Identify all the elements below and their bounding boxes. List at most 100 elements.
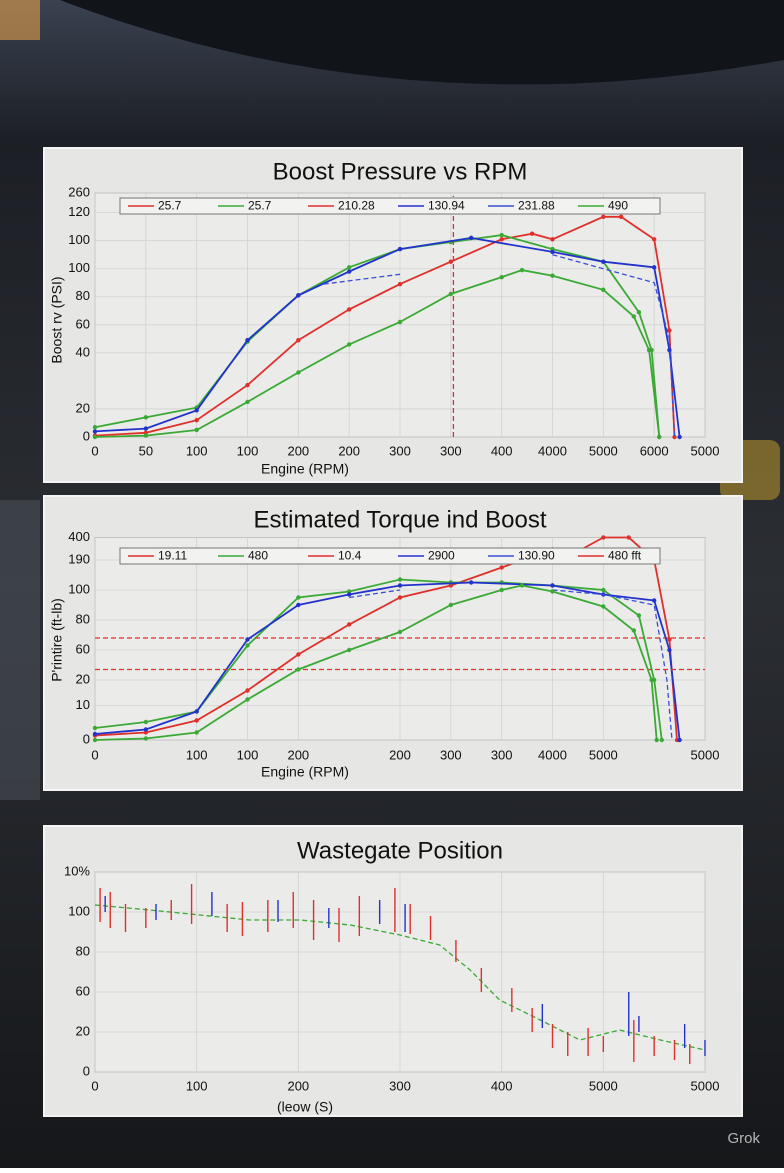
y-tick-label: 80 [76, 943, 90, 958]
x-axis-label: Engine (RPM) [261, 461, 349, 477]
background-part [0, 500, 40, 800]
marker [667, 637, 672, 642]
marker [397, 577, 403, 582]
x-tick-label: 5000 [691, 747, 720, 762]
marker [601, 604, 606, 609]
marker [346, 342, 352, 347]
y-tick-label: 20 [76, 1023, 90, 1038]
x-tick-label: 0 [91, 1078, 98, 1093]
marker [143, 415, 149, 420]
y-tick-label: 0 [83, 1063, 90, 1078]
marker [468, 580, 474, 585]
marker [346, 265, 352, 270]
marker [194, 408, 199, 413]
hood [60, 0, 784, 85]
marker [618, 214, 624, 220]
marker [529, 231, 535, 236]
background-light [0, 0, 40, 40]
marker [143, 727, 149, 732]
series-line [94, 215, 676, 438]
x-tick-label: 100 [186, 1078, 208, 1093]
marker [626, 535, 631, 540]
marker [499, 232, 504, 238]
marker [143, 426, 149, 431]
marker [631, 314, 637, 319]
marker [296, 338, 301, 343]
marker [194, 730, 199, 735]
legend-label: 2900 [428, 549, 455, 563]
x-axis-label: Engine (RPM) [261, 764, 349, 780]
marker [550, 589, 555, 594]
marker [397, 281, 403, 287]
marker [550, 237, 555, 242]
marker [346, 647, 352, 653]
marker [646, 347, 652, 353]
marker [245, 382, 250, 388]
marker [550, 249, 555, 255]
marker [92, 737, 98, 743]
y-tick-label: 10% [64, 863, 90, 878]
marker [601, 259, 606, 264]
legend-label: 130.94 [428, 199, 465, 213]
marker [448, 259, 454, 264]
marker [143, 719, 149, 725]
marker [296, 667, 301, 672]
x-tick-label: 0 [91, 747, 98, 762]
x-axis-label: (leow (S) [277, 1099, 333, 1115]
y-axis-label: Boost rv (PSI) [49, 276, 65, 363]
marker [194, 718, 199, 723]
x-tick-label: 4000 [538, 747, 567, 762]
marker [194, 427, 199, 433]
legend-label: 480 [248, 549, 268, 563]
marker [92, 424, 98, 430]
marker [659, 737, 664, 743]
y-tick-label: 80 [76, 288, 90, 303]
y-tick-label: 0 [83, 428, 90, 443]
legend-label: 10.4 [338, 549, 362, 563]
y-tick-label: 400 [68, 529, 90, 544]
legend [119, 547, 661, 565]
x-tick-label: 100 [237, 747, 259, 762]
y-tick-label: 0 [83, 731, 90, 746]
marker [550, 273, 555, 278]
marker [346, 307, 352, 312]
marker [651, 237, 657, 242]
marker [346, 269, 352, 274]
marker [448, 291, 454, 297]
marker [194, 709, 199, 714]
marker [499, 274, 504, 280]
legend-label: 210.28 [338, 199, 375, 213]
legend-label: 231.88 [518, 199, 555, 213]
series-line [349, 589, 673, 741]
chart-title: Boost Pressure vs RPM [273, 158, 528, 185]
marker [346, 622, 352, 627]
marker [397, 319, 403, 325]
marker [448, 602, 454, 608]
y-tick-label: 100 [68, 232, 90, 247]
y-tick-label: 120 [68, 204, 90, 219]
x-tick-label: 200 [287, 443, 309, 458]
marker [651, 265, 657, 270]
marker [92, 731, 98, 737]
x-tick-label: 5000 [589, 1078, 618, 1093]
marker [296, 652, 301, 657]
marker [672, 434, 677, 440]
watermark: Grok [727, 1130, 760, 1147]
marker [631, 628, 637, 633]
y-tick-label: 60 [76, 983, 90, 998]
y-tick-label: 100 [68, 903, 90, 918]
x-tick-label: 300 [389, 1078, 411, 1093]
x-tick-label: 100 [237, 443, 259, 458]
x-tick-label: 5000 [589, 443, 618, 458]
series-line [323, 254, 676, 438]
x-tick-label: 4000 [538, 443, 567, 458]
marker [636, 309, 642, 315]
marker [499, 565, 504, 570]
x-tick-label: 0 [91, 443, 98, 458]
marker [245, 399, 250, 405]
legend-label: 490 [608, 199, 628, 213]
marker [296, 370, 301, 375]
marker [397, 595, 403, 600]
marker [468, 235, 474, 241]
